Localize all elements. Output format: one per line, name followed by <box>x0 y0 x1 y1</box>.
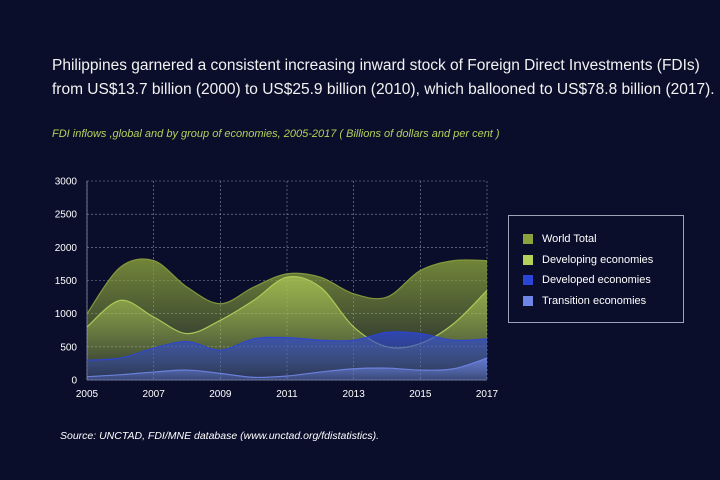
legend-label-transition: Transition economies <box>542 294 647 307</box>
x-tick-label: 2011 <box>276 389 298 400</box>
legend-swatch-developing <box>523 254 533 265</box>
legend-swatch-world <box>523 234 533 245</box>
legend-item-developed: Developed economies <box>523 270 683 291</box>
series-transition-line <box>86 357 488 379</box>
legend-label-world: World Total <box>542 233 597 246</box>
chart-legend: World Total Developing economies Develop… <box>508 215 684 323</box>
y-tick-label: 0 <box>71 376 77 387</box>
headline-line-1: Philippines garnered a consistent increa… <box>52 57 700 74</box>
legend-label-developing: Developing economies <box>542 253 654 266</box>
y-tick-label: 1500 <box>55 276 78 287</box>
source-note: Source: UNCTAD, FDI/MNE database (www.un… <box>60 430 379 442</box>
headline-line-2: from US$13.7 billion (2000) to US$25.9 b… <box>52 81 715 98</box>
x-tick-label: 2007 <box>143 389 166 400</box>
legend-label-developed: Developed economies <box>542 274 651 287</box>
x-tick-label: 2013 <box>343 389 366 400</box>
legend-item-transition: Transition economies <box>523 291 683 312</box>
x-tick-label: 2017 <box>476 389 499 400</box>
legend-item-developing: Developing economies <box>523 250 683 271</box>
y-tick-label: 500 <box>60 342 77 353</box>
x-tick-label: 2009 <box>209 389 232 400</box>
y-tick-label: 3000 <box>55 177 78 188</box>
legend-swatch-developed <box>523 275 533 286</box>
series-developed-line <box>86 331 488 361</box>
headline: Philippines garnered a consistent increa… <box>52 54 715 102</box>
x-tick-label: 2005 <box>76 389 99 400</box>
legend-item-world: World Total <box>523 229 683 250</box>
y-tick-label: 1000 <box>55 309 78 320</box>
chart-title: FDI inflows ,global and by group of econ… <box>52 128 500 140</box>
series-world-total-line <box>86 258 488 315</box>
x-tick-label: 2015 <box>409 389 432 400</box>
y-tick-label: 2000 <box>55 243 78 254</box>
series-transition-area <box>87 358 487 380</box>
y-tick-label: 2500 <box>55 210 78 221</box>
legend-swatch-transition <box>523 295 533 306</box>
